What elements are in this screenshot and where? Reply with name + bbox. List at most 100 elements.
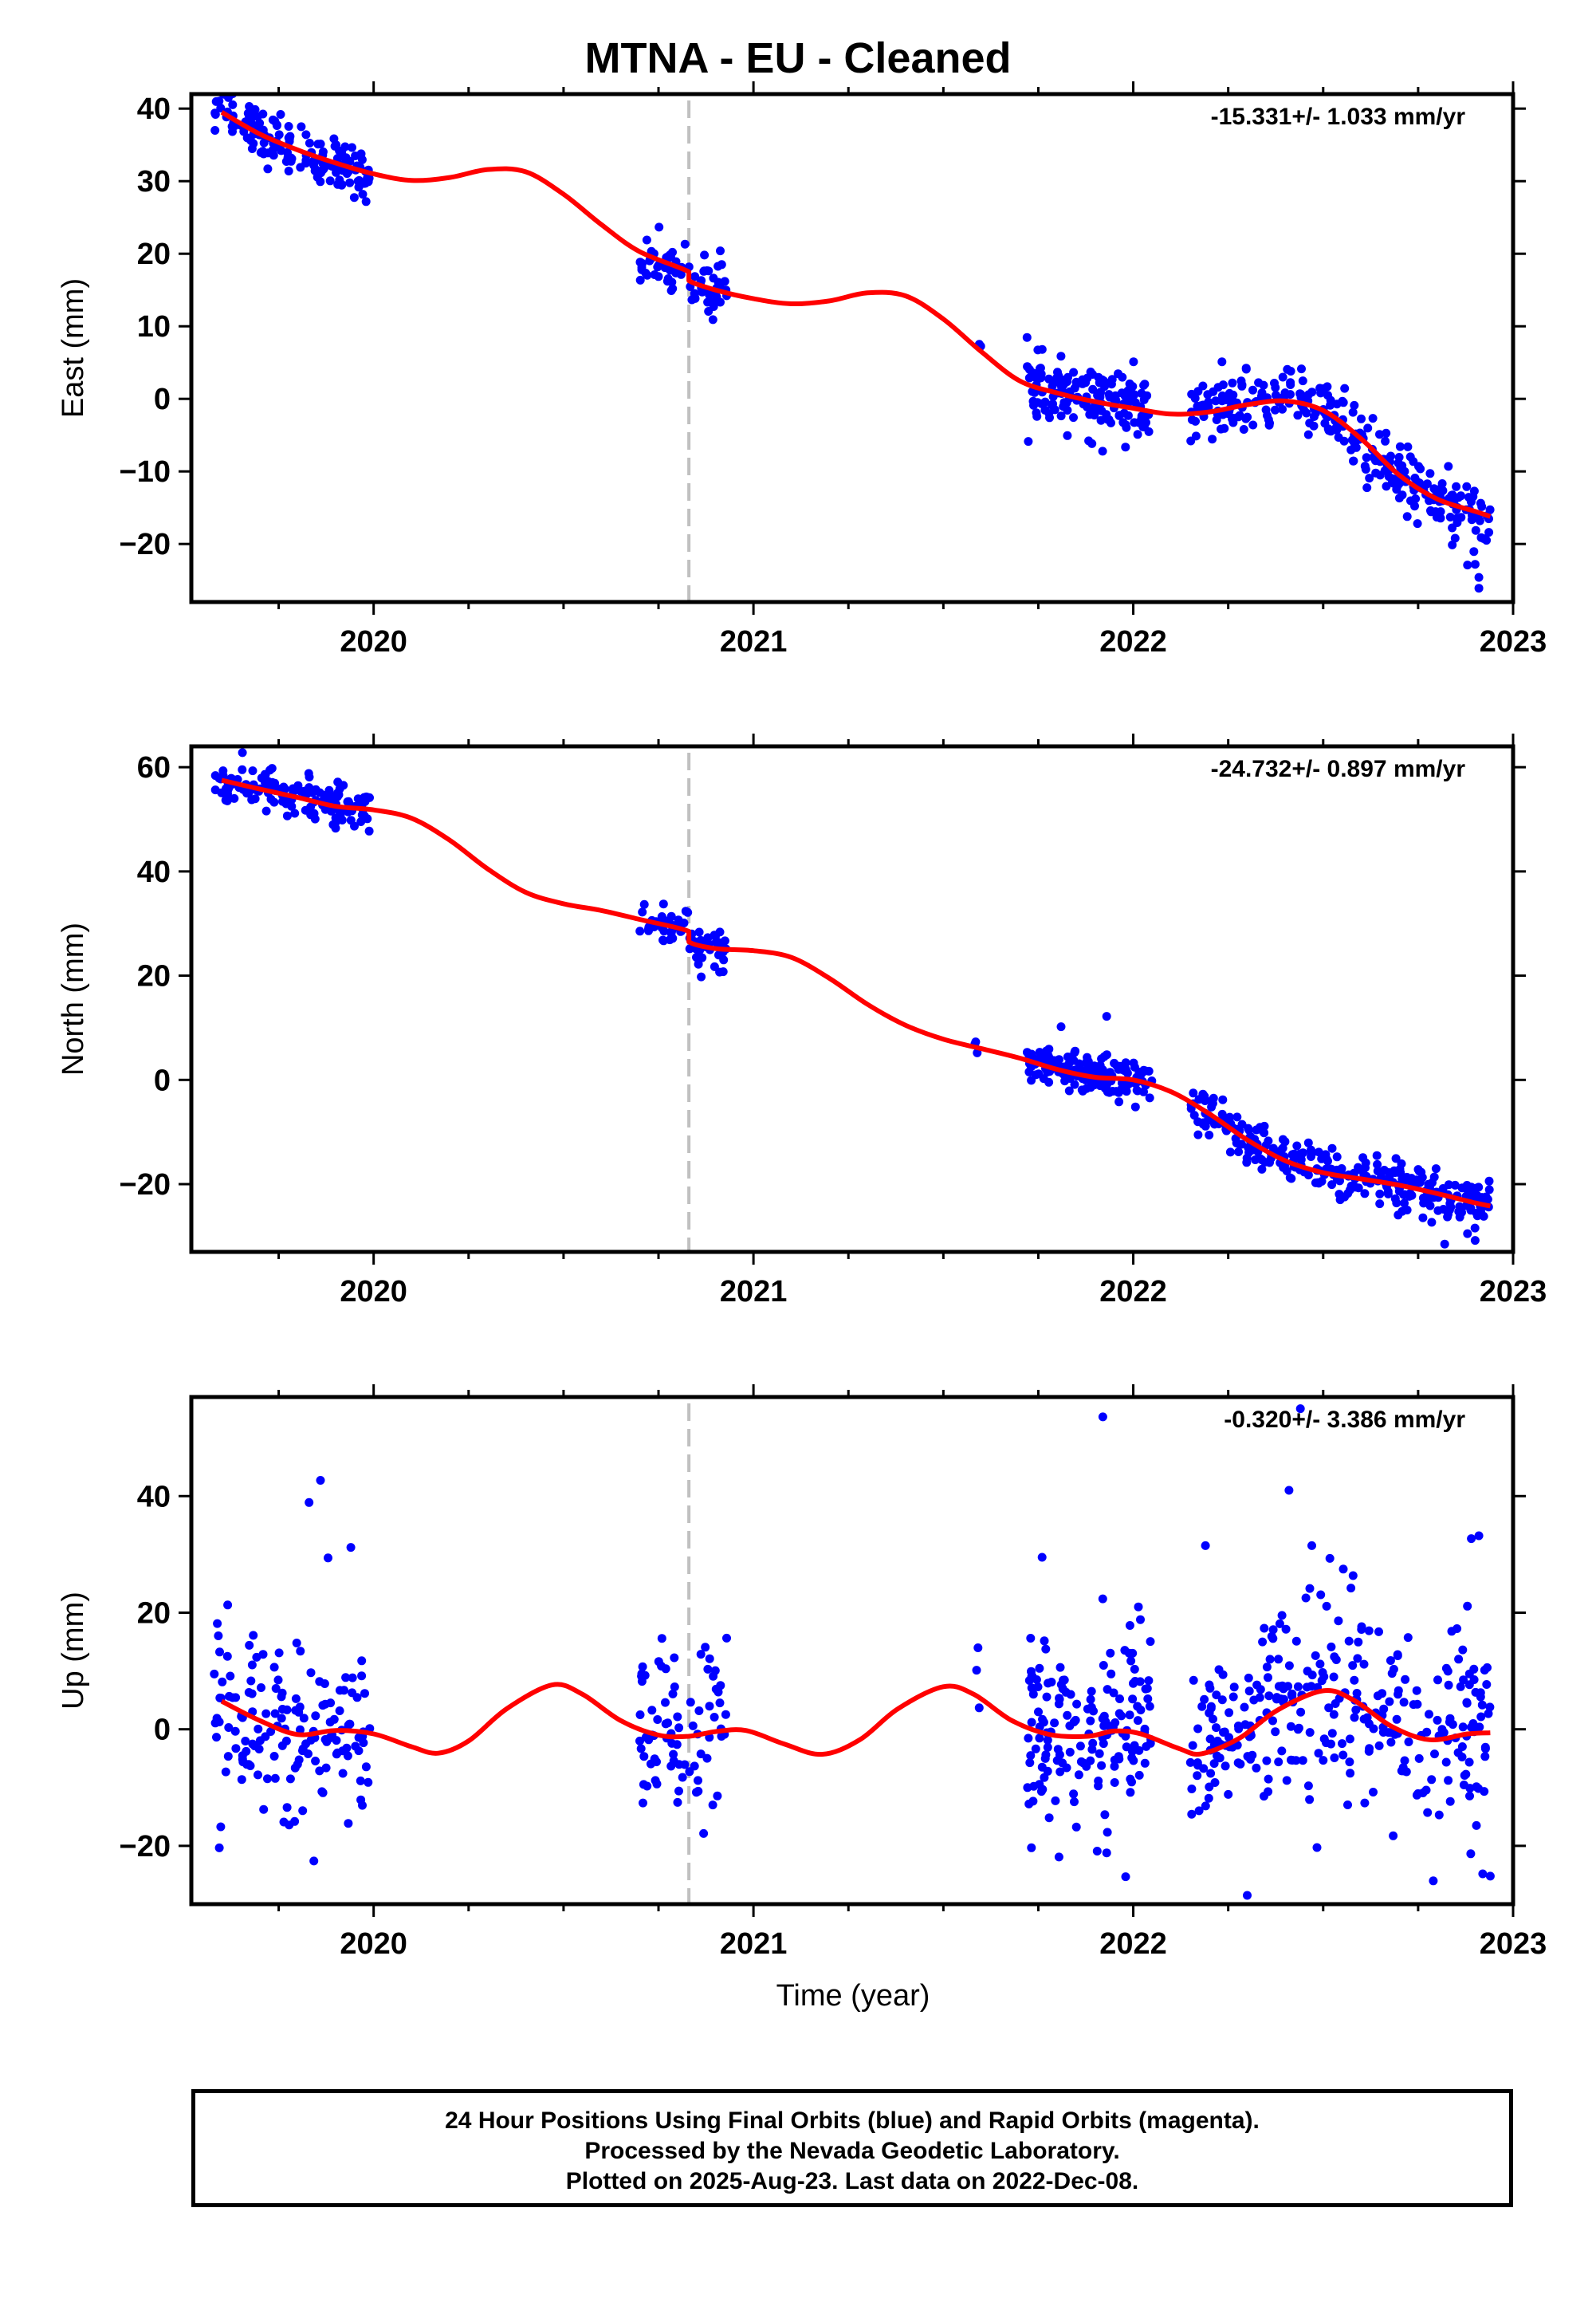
data-point [263,164,273,174]
data-point [1069,413,1078,423]
data-point [1115,1694,1124,1703]
data-point [1213,1751,1221,1761]
data-point [1096,415,1106,425]
data-point [1444,1776,1453,1785]
y-axis-title: Up (mm) [57,1592,90,1710]
data-point [290,809,300,818]
footer-box: 24 Hour Positions Using Final Orbits (bl… [191,2089,1513,2207]
data-point [210,785,220,795]
data-point [356,1776,365,1785]
data-point [1039,1718,1048,1727]
data-point [261,806,271,816]
data-point [1322,1601,1331,1611]
data-point [1357,1625,1366,1634]
data-point [1244,1673,1253,1682]
data-point [276,110,285,119]
data-point [246,1676,256,1686]
data-point [1361,465,1370,474]
data-point [1327,1143,1337,1153]
data-point [241,1737,250,1745]
data-point [1262,1756,1272,1765]
data-point [290,1763,300,1773]
data-point [324,794,334,804]
data-point [669,1749,678,1759]
data-point [1201,1096,1210,1105]
data-point [1459,1675,1468,1685]
data-point [1482,536,1492,545]
plot-frame [189,92,1515,604]
data-point [329,1714,339,1724]
data-point [1277,1611,1287,1620]
data-point [1125,1710,1134,1720]
data-point [1454,1655,1464,1664]
data-point [292,1639,301,1647]
y-tick-label: 30 [137,165,171,199]
data-point [306,1735,316,1745]
data-point [1450,1180,1460,1190]
data-point [1217,1695,1227,1705]
data-point [271,1684,281,1693]
data-point [1387,478,1397,486]
data-point [655,222,664,232]
data-point [298,1806,308,1816]
data-point [301,805,310,815]
data-point [1472,1820,1481,1830]
data-point [1374,1741,1384,1750]
data-point [269,1663,279,1672]
data-point [1375,1199,1385,1209]
data-point [1433,1675,1442,1685]
data-point [1369,1724,1378,1734]
data-point [1024,364,1034,374]
data-point [1474,1784,1483,1793]
data-point [1395,442,1405,451]
data-point [337,180,347,190]
data-point [1040,1773,1049,1782]
data-point [214,96,224,106]
data-point [1114,1752,1123,1761]
data-point [296,1647,305,1656]
data-point [348,143,356,152]
data-point [1309,412,1319,421]
data-point [1317,1676,1327,1686]
data-point [1053,368,1062,377]
data-point [340,142,350,152]
data-point [1483,1194,1492,1204]
data-point [1144,1676,1154,1686]
data-point [1201,1541,1210,1550]
data-point [713,1791,722,1800]
data-point [258,109,268,119]
data-point [257,1683,265,1692]
data-point [1424,1194,1433,1203]
data-point [694,1776,702,1785]
data-point [296,163,305,172]
data-point [289,784,297,793]
data-point [709,1671,718,1681]
data-point [1218,1095,1228,1104]
data-point [1301,1593,1311,1603]
data-point [1467,1183,1476,1192]
data-point [1118,418,1128,427]
data-point [698,287,707,297]
data-point [1035,1048,1044,1057]
data-point [1484,1176,1494,1186]
x-tick-label: 2020 [340,1927,407,1961]
data-point [1028,1796,1038,1806]
data-point [1403,1633,1413,1643]
data-point [1322,1738,1331,1748]
data-point [1193,1758,1202,1768]
data-point [1403,442,1413,451]
data-point [696,1650,706,1659]
x-tick-label: 2022 [1099,625,1167,659]
data-point [1200,1694,1209,1704]
data-point [1044,1678,1053,1688]
data-point [635,1710,645,1719]
data-point [1244,1686,1254,1696]
data-point [1140,1724,1150,1734]
data-point [1337,1164,1346,1173]
data-point [1292,1141,1302,1151]
data-point [1268,1625,1278,1635]
data-point [1340,384,1350,393]
data-point [1107,1669,1116,1678]
data-point [1130,1102,1140,1112]
data-point [1345,1734,1354,1744]
